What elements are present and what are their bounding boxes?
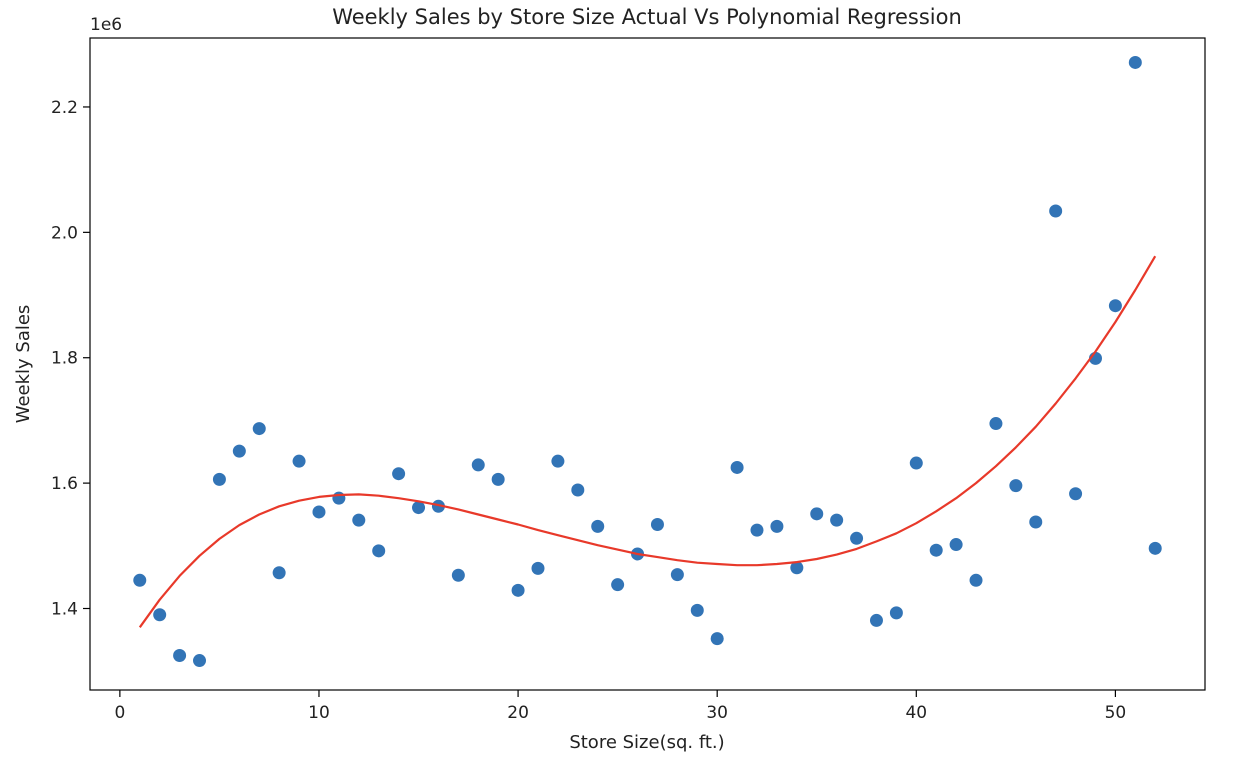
scatter-point — [1148, 541, 1162, 555]
scatter-point — [431, 499, 445, 513]
scatter-point — [730, 460, 744, 474]
scatter-point — [412, 501, 426, 515]
scatter-point — [790, 561, 804, 575]
scatter-point — [212, 472, 226, 486]
scatter-point — [1029, 515, 1043, 529]
scatter-point — [1049, 204, 1063, 218]
plot-area — [133, 55, 1162, 668]
scatter-point — [611, 578, 625, 592]
scatter-point — [252, 422, 266, 436]
scatter-point — [909, 456, 923, 470]
scatter-point — [710, 632, 724, 646]
scatter-point — [690, 603, 704, 617]
scatter-point — [392, 467, 406, 481]
scatter-point — [850, 531, 864, 545]
scatter-point — [531, 561, 545, 575]
x-tick-label: 10 — [308, 703, 330, 723]
scatter-point — [810, 507, 824, 521]
scatter-point — [193, 654, 207, 668]
regression-line — [138, 255, 1157, 628]
y-axis-title: Weekly Sales — [13, 305, 34, 424]
y-tick-label: 1.4 — [51, 600, 78, 620]
x-axis: 0 10 20 30 40 50 — [114, 690, 1126, 723]
scatter-point — [491, 472, 505, 486]
scatter-point — [153, 608, 167, 622]
scatter-point — [949, 538, 963, 552]
scatter-point — [372, 544, 386, 558]
x-tick-label: 20 — [507, 703, 529, 723]
scatter-point — [551, 454, 565, 468]
y-tick-label: 2.0 — [51, 223, 78, 243]
y-axis: 1.4 1.6 1.8 2.0 2.2 — [51, 98, 90, 620]
scatter-point — [272, 566, 286, 580]
scatter-point — [173, 649, 187, 663]
scatter-point — [511, 583, 525, 597]
x-tick-label: 50 — [1105, 703, 1127, 723]
scatter-point — [571, 483, 585, 497]
scatter-point — [750, 523, 764, 537]
scatter-point — [1069, 487, 1083, 501]
scatter-point — [929, 543, 943, 557]
scatter-point — [869, 613, 883, 627]
scatter-point — [352, 513, 366, 527]
scatter-point — [591, 519, 605, 533]
scatter-point — [1108, 299, 1122, 313]
scatter-point — [1009, 479, 1023, 493]
x-tick-label: 0 — [114, 703, 125, 723]
plot-frame — [89, 37, 1206, 691]
scatter-point — [133, 573, 147, 587]
scatter-point — [889, 606, 903, 620]
scatter-point — [312, 505, 326, 519]
scatter-point — [969, 573, 983, 587]
y-tick-label: 1.8 — [51, 349, 78, 369]
x-axis-title: Store Size(sq. ft.) — [569, 732, 724, 753]
y-tick-label: 1.6 — [51, 474, 78, 494]
scatter-point — [650, 517, 664, 531]
scatter-point — [471, 458, 485, 472]
scatter-point — [770, 519, 784, 533]
y-axis-offset-label: 1e6 — [90, 15, 122, 35]
scatter-point — [670, 568, 684, 582]
scatter-point — [232, 444, 246, 458]
scatter-point — [830, 513, 844, 527]
x-tick-label: 30 — [706, 703, 728, 723]
scatter-point — [989, 417, 1003, 431]
y-tick-label: 2.2 — [51, 98, 78, 118]
scatter-point — [451, 568, 465, 582]
scatter-point — [292, 454, 306, 468]
chart-title: Weekly Sales by Store Size Actual Vs Pol… — [332, 5, 962, 29]
scatter-point — [1128, 55, 1142, 69]
scatter-point — [332, 491, 346, 505]
x-tick-label: 40 — [905, 703, 927, 723]
